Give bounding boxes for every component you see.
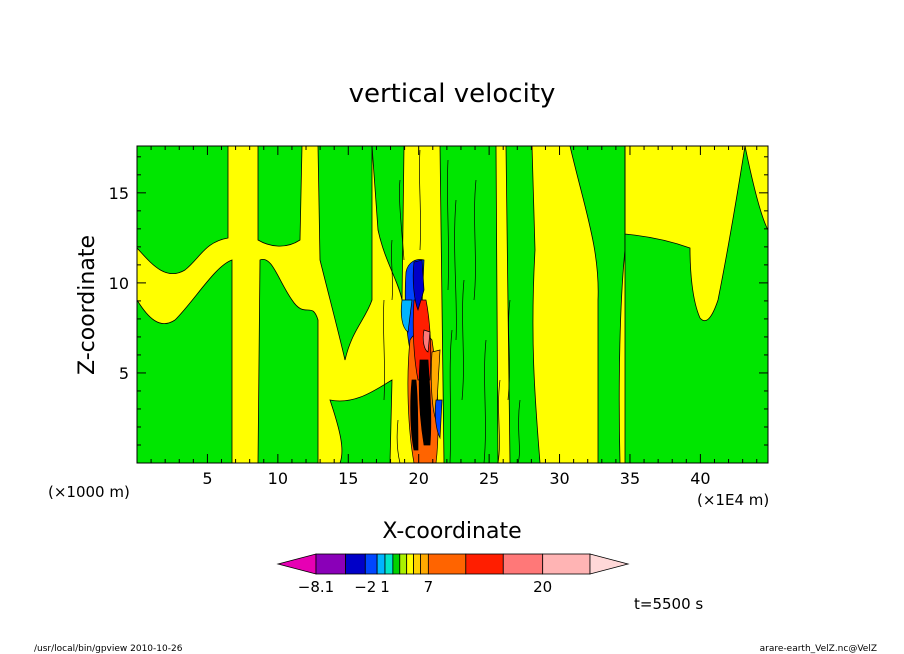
colorbar-segment [384, 553, 394, 575]
colorbar-segment [502, 553, 544, 575]
green-region-left-bottom [137, 259, 233, 463]
y-tick-label: 5 [119, 364, 129, 383]
footer-right: arare-earth_VelZ.nc@VelZ [760, 644, 877, 654]
colorbar-tick-label: −8.1 [298, 578, 334, 596]
green-region-far-right [624, 146, 768, 463]
footer-left: /usr/local/bin/gpview 2010-10-26 [34, 644, 183, 654]
green-band-3 [317, 146, 373, 361]
colorbar-high-arrow [589, 553, 630, 575]
y-tick-label: 15 [109, 184, 129, 203]
green-band-2 [257, 146, 303, 247]
colorbar-segment [376, 553, 386, 575]
colorbar-segment [406, 553, 414, 575]
colorbar-segment [399, 553, 408, 575]
colorbar-segment [345, 553, 366, 575]
core-black-2 [410, 379, 419, 451]
green-region-center-right [439, 146, 499, 463]
core-darkblue [412, 259, 425, 312]
colorbar-tick-label: −2 [354, 578, 376, 596]
colorbar [276, 553, 630, 575]
core-pink [422, 329, 431, 353]
y-tick-label: 10 [109, 274, 129, 293]
colorbar-segment [427, 553, 467, 575]
colorbar-segment [465, 553, 504, 575]
y-axis-label: Z-coordinate [75, 235, 100, 375]
x-tick-label: 35 [620, 469, 640, 488]
colorbar-tick-label: 7 [424, 578, 434, 596]
core-black-1 [418, 359, 432, 446]
colorbar-segment [420, 553, 429, 575]
x-tick-label: 5 [202, 469, 212, 488]
x-unit-left: (×1000 m) [48, 483, 130, 501]
x-axis-label: X-coordinate [382, 519, 521, 544]
x-tick-label: 30 [549, 469, 569, 488]
colorbar-segment [413, 553, 421, 575]
x-tick-label: 25 [479, 469, 499, 488]
colorbar-segment [364, 553, 378, 575]
green-band-4 [329, 379, 393, 463]
colorbar-segment [542, 553, 591, 575]
colorbar-labels: −8.1 −2 1 7 20 [298, 578, 552, 596]
x-tick-label: 20 [409, 469, 429, 488]
contour-field [137, 146, 768, 463]
green-band-6 [505, 146, 541, 463]
y-tick-labels: 5 10 15 [109, 184, 129, 383]
colorbar-tick-label: 20 [533, 578, 552, 596]
time-label: t=5500 s [634, 595, 703, 613]
x-tick-labels: 5 10 15 20 25 30 35 40 [202, 469, 710, 488]
colorbar-tick-label: 1 [380, 578, 390, 596]
green-band-1 [257, 259, 319, 463]
convective-core [400, 259, 443, 463]
colorbar-segment [315, 553, 346, 575]
green-region-left-top [137, 146, 229, 275]
colorbar-low-arrow [276, 553, 317, 575]
x-unit-right: (×1E4 m) [697, 491, 769, 509]
x-tick-label: 40 [690, 469, 710, 488]
colorbar-segment [392, 553, 401, 575]
core-cyan [400, 299, 413, 333]
chart-title: vertical velocity [349, 79, 556, 109]
plot-frame [136, 145, 769, 464]
fine-contours [383, 149, 521, 463]
axis-ticks [137, 146, 768, 463]
x-tick-label: 10 [268, 469, 288, 488]
x-tick-label: 15 [338, 469, 358, 488]
core-small-blue [434, 399, 443, 440]
